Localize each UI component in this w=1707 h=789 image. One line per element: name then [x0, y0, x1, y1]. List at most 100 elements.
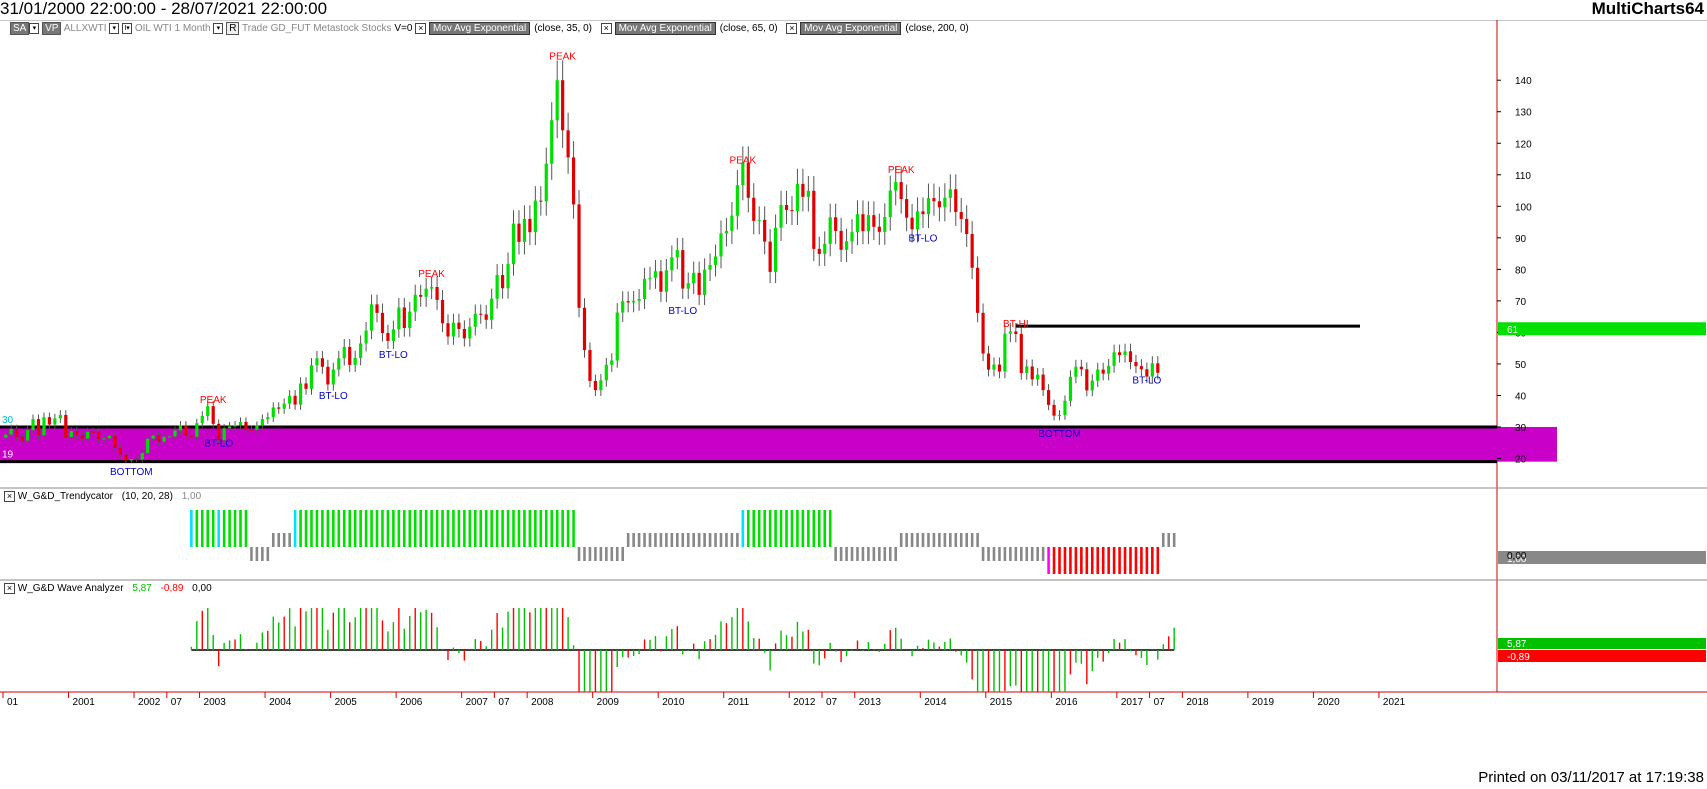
candle-body	[402, 307, 406, 328]
trough-label: BT-LO	[204, 438, 233, 449]
study-ema-35[interactable]: Mov Avg Exponential	[428, 22, 531, 35]
chart-window[interactable]: 30 19 PEAK PEAK PEAK PEAK PEAK BT-HI BT-LO BT-LO…	[0, 20, 1707, 768]
candle-body	[167, 436, 172, 438]
candle-body	[899, 182, 903, 200]
study-ema-200[interactable]: Mov Avg Exponential	[800, 22, 902, 35]
candle-body	[15, 428, 19, 437]
candle-body	[309, 365, 314, 389]
x-tick-label: 2010	[662, 697, 685, 708]
candle-body	[146, 438, 150, 454]
chevron-down-icon[interactable]: ▾	[109, 23, 120, 34]
candle-body	[943, 197, 947, 208]
candle-body	[937, 201, 941, 208]
study-params: (close, 200, 0)	[905, 23, 969, 35]
close-icon[interactable]: ×	[786, 23, 798, 34]
candle-body	[915, 211, 920, 230]
candle-body	[102, 438, 106, 440]
trend-study-name[interactable]: W_G&D_Trendycator	[17, 491, 113, 503]
wave-value-1: 5,87	[132, 583, 152, 595]
candle-body	[681, 250, 685, 289]
candle-body	[697, 272, 701, 295]
candle-body	[113, 435, 117, 448]
chevron-down-icon[interactable]: ▾	[29, 23, 40, 34]
candle-body	[293, 395, 297, 405]
candle-body	[288, 395, 292, 404]
candle-body	[369, 304, 374, 331]
candle-body	[746, 162, 750, 198]
candle-body	[1150, 363, 1154, 377]
zone-bottom-label: 19	[2, 450, 14, 461]
app-name: MultiCharts64	[1591, 0, 1704, 18]
candle-body	[484, 314, 488, 320]
candle-body	[992, 364, 996, 370]
chevron-down-icon[interactable]: ▾	[213, 23, 224, 34]
x-tick-label: 2008	[531, 697, 554, 708]
x-tick-label: 2013	[859, 697, 882, 708]
candle-body	[331, 369, 335, 385]
candle-body	[730, 215, 734, 231]
candle-body	[828, 217, 832, 244]
candle-body	[473, 313, 477, 327]
trend-params: (10, 20, 28)	[121, 491, 173, 503]
candle-body	[632, 300, 636, 303]
trough-label: BOTTOM	[110, 467, 153, 478]
close-icon[interactable]: ×	[4, 583, 15, 594]
candle-body	[692, 272, 696, 284]
candle-body	[965, 218, 969, 235]
trade-label[interactable]: Trade	[242, 23, 268, 35]
close-icon[interactable]: ×	[415, 23, 427, 34]
candle-body	[642, 278, 647, 299]
candle-body	[817, 248, 821, 254]
chart-canvas[interactable]: 30 19 PEAK PEAK PEAK PEAK PEAK BT-HI BT-LO BT-LO…	[0, 20, 1707, 768]
vp-button[interactable]: VP	[42, 22, 62, 35]
x-tick-label: 2017	[1121, 697, 1144, 708]
symbol-description: OIL WTI	[134, 23, 172, 35]
candle-body	[812, 190, 816, 249]
candle-body	[615, 312, 619, 361]
candle-body	[1085, 369, 1089, 391]
resolution[interactable]: 1 Month	[174, 23, 211, 35]
candle-body	[222, 428, 226, 441]
candle-body	[517, 223, 521, 242]
candle-body	[157, 435, 161, 442]
x-tick-label: 2007	[466, 697, 489, 708]
peak-label: PEAK	[549, 51, 576, 62]
candle-body	[364, 330, 368, 344]
bar-type-icon[interactable]: I▾	[122, 23, 133, 34]
candle-body	[42, 417, 46, 436]
sa-button[interactable]: SA	[10, 22, 30, 35]
candle-body	[954, 189, 958, 212]
study-ema-65[interactable]: Mov Avg Exponential	[614, 22, 716, 35]
x-tick-label: 2009	[597, 697, 620, 708]
y-tick-label: 100	[1515, 202, 1532, 213]
candle-body	[866, 215, 871, 232]
candle-body	[282, 403, 286, 409]
candle-body	[1134, 362, 1138, 367]
candle-body	[4, 434, 8, 438]
wave-study-name[interactable]: W_G&D Wave Analyzer	[17, 583, 124, 595]
candle-body	[255, 425, 259, 430]
candle-body	[271, 407, 275, 418]
x-tick-label: 2020	[1317, 697, 1340, 708]
candle-body	[495, 275, 499, 299]
trend-last-marker	[1498, 551, 1706, 564]
candle-body	[260, 419, 264, 426]
candle-body	[544, 163, 548, 202]
trend-zero-label: 0,00	[1507, 551, 1527, 562]
candle-body	[752, 197, 756, 221]
candle-body	[440, 299, 445, 324]
close-icon[interactable]: ×	[600, 23, 612, 34]
candle-body	[986, 353, 991, 370]
candle-body	[1090, 380, 1094, 391]
mode-button[interactable]: R	[226, 22, 240, 35]
candle-body	[151, 435, 155, 439]
peak-label: PEAK	[729, 155, 756, 166]
x-tick-label: 2019	[1252, 697, 1275, 708]
candle-body	[506, 263, 510, 289]
symbol-name[interactable]: ALLXWTI	[63, 23, 107, 35]
close-icon[interactable]: ×	[4, 491, 15, 502]
candle-body	[921, 211, 925, 215]
trough-label: BT-LO	[909, 234, 938, 245]
candle-body	[1074, 366, 1078, 377]
peak-label: PEAK	[200, 395, 227, 406]
